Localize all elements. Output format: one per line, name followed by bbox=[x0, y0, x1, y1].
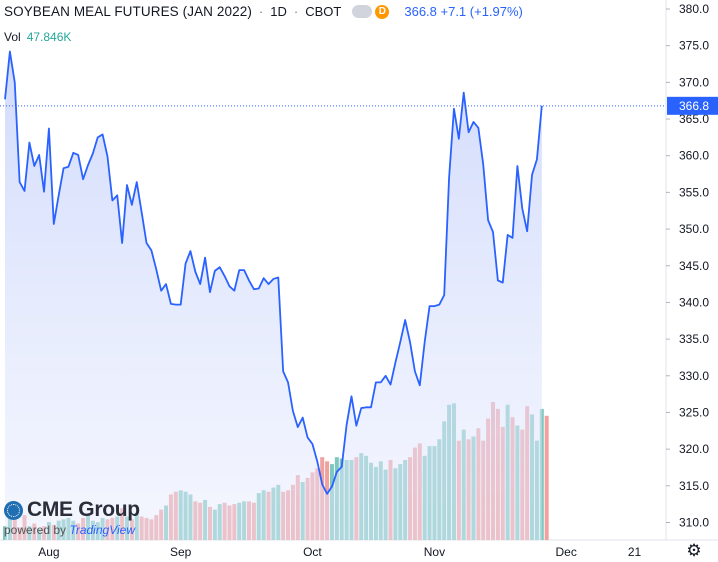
volume-bar bbox=[544, 415, 549, 540]
x-tick-label: 21 bbox=[628, 545, 642, 559]
y-axis: 310.0 315.0 320.0 325.0 330.0 335.0 340.0 345.0… bbox=[666, 2, 718, 530]
y-tick-label: 375.0 bbox=[679, 39, 709, 53]
y-tick-label: 370.0 bbox=[679, 75, 709, 89]
x-tick-label: Sep bbox=[170, 545, 192, 559]
volume-value: 47.846K bbox=[26, 30, 72, 44]
delayed-badge: D bbox=[375, 4, 390, 19]
y-tick-label: 355.0 bbox=[679, 185, 709, 199]
x-tick-label: Oct bbox=[303, 545, 322, 559]
y-tick-label: 330.0 bbox=[679, 369, 709, 383]
tradingview-link[interactable]: TradingView bbox=[69, 523, 135, 537]
volume-legend: Vol 47.846K bbox=[4, 30, 71, 44]
powered-by: powered by TradingView bbox=[4, 523, 140, 537]
cme-logo[interactable]: CME Group powered by TradingView bbox=[4, 498, 140, 537]
last-price-box bbox=[667, 96, 718, 115]
price-area bbox=[5, 51, 542, 541]
brand-name: CME Group bbox=[27, 498, 140, 521]
x-axis: Aug Sep Oct Nov Dec 21 bbox=[38, 545, 641, 559]
x-tick-label: Dec bbox=[556, 545, 577, 559]
y-tick-label: 335.0 bbox=[679, 332, 709, 346]
y-tick-label: 315.0 bbox=[679, 479, 709, 493]
y-tick-label: 325.0 bbox=[679, 405, 709, 419]
y-tick-label: 310.0 bbox=[679, 516, 709, 530]
exchange-label: CBOT bbox=[305, 4, 342, 19]
globe-icon bbox=[4, 500, 23, 520]
x-tick-label: Aug bbox=[38, 545, 59, 559]
y-tick-label: 340.0 bbox=[679, 295, 709, 309]
y-tick-label: 365.0 bbox=[679, 112, 709, 126]
price-change: 366.8 +7.1 (+1.97%) bbox=[404, 4, 523, 19]
chart-header: SOYBEAN MEAL FUTURES (JAN 2022) · 1D · C… bbox=[4, 4, 523, 19]
x-tick-label: Nov bbox=[424, 545, 445, 559]
price-line-group bbox=[0, 50, 666, 495]
market-status-dot-icon bbox=[352, 5, 373, 18]
y-tick-label: 350.0 bbox=[679, 222, 709, 236]
gear-icon[interactable]: ⚙ bbox=[686, 541, 702, 560]
last-price-label: 366.8 bbox=[679, 99, 709, 113]
interval-label[interactable]: 1D bbox=[270, 4, 287, 19]
price-area-fill bbox=[5, 51, 542, 541]
symbol-title[interactable]: SOYBEAN MEAL FUTURES (JAN 2022) bbox=[4, 4, 252, 19]
y-tick-label: 345.0 bbox=[679, 259, 709, 273]
volume-label: Vol bbox=[4, 30, 21, 44]
y-tick-label: 360.0 bbox=[679, 149, 709, 163]
y-tick-label: 380.0 bbox=[679, 2, 709, 16]
brand: CME Group bbox=[4, 498, 140, 522]
powered-by-label: powered by bbox=[4, 523, 67, 537]
price-line bbox=[4, 50, 543, 495]
status-pill: D bbox=[352, 4, 390, 19]
y-tick-label: 320.0 bbox=[679, 442, 709, 456]
